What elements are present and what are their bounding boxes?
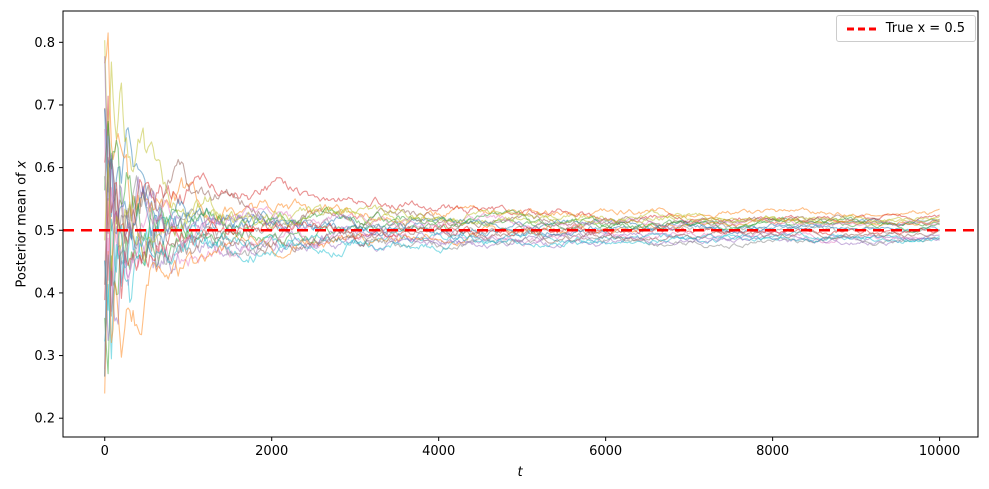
trace-run-16 <box>104 157 940 285</box>
y-tick-label: 0.8 <box>34 36 55 51</box>
y-tick-label: 0.2 <box>34 412 55 427</box>
trace-run-02 <box>104 32 940 227</box>
y-axis-label: Posterior mean of x <box>15 161 30 288</box>
y-tick-label: 0.5 <box>34 224 55 239</box>
x-tick-label: 8000 <box>756 444 789 459</box>
trace-run-20 <box>104 218 940 311</box>
trace-run-10 <box>104 215 940 360</box>
trace-run-18 <box>104 221 940 377</box>
legend: True x = 0.5 <box>835 15 976 42</box>
trace-run-11 <box>104 109 940 245</box>
y-axis-label-var: x <box>14 160 30 169</box>
x-tick-label: 2000 <box>255 444 288 459</box>
x-tick-label: 0 <box>101 444 109 459</box>
y-axis-label-text: Posterior mean of <box>14 168 30 288</box>
traces-group <box>104 32 940 394</box>
axes-spines <box>62 10 979 438</box>
x-tick-label: 4000 <box>422 444 455 459</box>
y-tick-label: 0.3 <box>34 349 55 364</box>
trace-run-12 <box>104 218 940 394</box>
trace-run-17 <box>104 128 940 286</box>
x-axis-label: t <box>517 465 523 480</box>
x-tick-label: 10000 <box>919 444 960 459</box>
trace-run-04 <box>104 95 940 244</box>
y-tick-label: 0.4 <box>34 286 55 301</box>
trace-run-15 <box>104 56 940 249</box>
trace-run-09 <box>104 40 940 230</box>
y-tick-label: 0.7 <box>34 98 55 113</box>
y-tick-label: 0.6 <box>34 161 55 176</box>
trace-run-19 <box>104 163 940 272</box>
x-tick-label: 6000 <box>589 444 622 459</box>
legend-dashed-line-swatch <box>846 27 877 30</box>
legend-label: True x = 0.5 <box>885 21 965 36</box>
